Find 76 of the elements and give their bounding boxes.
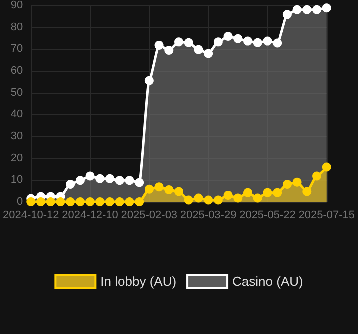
point xyxy=(194,45,204,54)
y-tick-label: 70 xyxy=(10,43,24,56)
point xyxy=(224,32,233,41)
point xyxy=(174,38,184,47)
point xyxy=(115,176,124,186)
point xyxy=(76,176,85,186)
point xyxy=(125,198,134,206)
point xyxy=(263,188,272,198)
point xyxy=(86,172,95,181)
point xyxy=(312,172,322,181)
x-tick-label: 2025-02-03 xyxy=(121,210,178,222)
point xyxy=(214,38,223,47)
point xyxy=(184,196,194,205)
point xyxy=(244,188,253,198)
point xyxy=(66,198,76,206)
point xyxy=(234,194,243,203)
point xyxy=(154,40,164,50)
point xyxy=(46,198,56,206)
point xyxy=(66,180,76,190)
point xyxy=(253,194,262,203)
y-tick-label: 30 xyxy=(10,130,24,142)
point xyxy=(164,46,174,55)
x-tick-label: 2025-05-22 xyxy=(240,210,296,222)
point xyxy=(125,176,134,186)
point xyxy=(164,185,174,194)
legend-label: In lobby (AU) xyxy=(100,274,177,289)
point xyxy=(135,198,144,206)
point xyxy=(96,198,105,206)
point xyxy=(204,196,214,205)
point xyxy=(282,10,292,20)
point xyxy=(154,182,164,192)
point xyxy=(263,36,272,46)
point xyxy=(204,49,214,58)
point xyxy=(224,190,233,200)
point xyxy=(234,34,243,44)
point xyxy=(273,188,282,198)
point xyxy=(26,198,36,206)
y-tick-label: 90 xyxy=(10,0,24,12)
point xyxy=(273,38,282,48)
y-tick-label: 60 xyxy=(10,65,24,77)
point xyxy=(244,36,253,46)
y-tick-label: 50 xyxy=(10,86,24,99)
y-tick-label: 40 xyxy=(10,108,24,121)
point xyxy=(96,174,105,184)
point xyxy=(292,178,302,187)
point xyxy=(322,4,332,13)
point xyxy=(115,198,124,206)
point xyxy=(76,198,85,206)
x-tick-label: 2025-03-29 xyxy=(180,210,237,222)
point xyxy=(106,174,114,184)
x-tick-label: 2025-07-15 xyxy=(298,210,356,222)
point xyxy=(302,187,312,196)
y-tick-label: 20 xyxy=(10,152,24,164)
point xyxy=(214,196,223,205)
y-tick-label: 80 xyxy=(10,21,24,34)
point xyxy=(282,180,292,190)
y-tick-label: 0 xyxy=(17,196,24,208)
point xyxy=(184,38,194,48)
point xyxy=(56,198,66,206)
point xyxy=(135,178,144,188)
x-tick-label: 2024-12-10 xyxy=(62,210,118,222)
legend-label: Casino (AU) xyxy=(232,274,304,289)
point xyxy=(322,162,332,172)
point xyxy=(253,38,262,48)
point xyxy=(292,5,302,14)
point xyxy=(144,184,154,194)
point xyxy=(144,76,154,86)
point xyxy=(86,198,95,206)
point xyxy=(106,198,114,206)
point xyxy=(194,194,204,203)
point xyxy=(302,5,312,14)
x-tick-label: 2024-10-12 xyxy=(2,210,60,222)
y-tick-label: 10 xyxy=(10,174,24,186)
point xyxy=(174,187,184,196)
point xyxy=(36,198,46,206)
point xyxy=(312,5,322,14)
